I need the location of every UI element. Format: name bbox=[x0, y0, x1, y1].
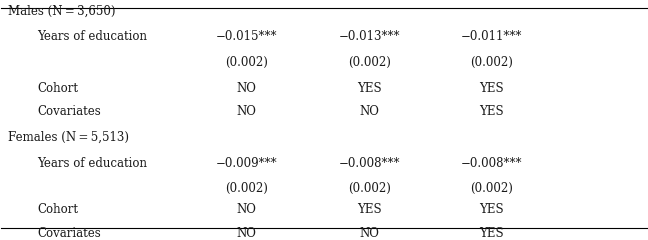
Text: −0.009***: −0.009*** bbox=[216, 156, 277, 169]
Text: (0.002): (0.002) bbox=[470, 56, 513, 69]
Text: (0.002): (0.002) bbox=[470, 182, 513, 195]
Text: Covariates: Covariates bbox=[37, 227, 100, 240]
Text: NO: NO bbox=[237, 82, 257, 95]
Text: NO: NO bbox=[359, 227, 379, 240]
Text: YES: YES bbox=[480, 227, 504, 240]
Text: YES: YES bbox=[480, 203, 504, 216]
Text: (0.002): (0.002) bbox=[348, 182, 391, 195]
Text: YES: YES bbox=[480, 82, 504, 95]
Text: (0.002): (0.002) bbox=[348, 56, 391, 69]
Text: YES: YES bbox=[480, 105, 504, 118]
Text: (0.002): (0.002) bbox=[225, 56, 268, 69]
Text: NO: NO bbox=[237, 227, 257, 240]
Text: −0.008***: −0.008*** bbox=[338, 156, 400, 169]
Text: Cohort: Cohort bbox=[37, 203, 78, 216]
Text: Years of education: Years of education bbox=[37, 30, 147, 43]
Text: −0.013***: −0.013*** bbox=[338, 30, 400, 43]
Text: −0.011***: −0.011*** bbox=[461, 30, 522, 43]
Text: NO: NO bbox=[237, 105, 257, 118]
Text: Males (N = 3,650): Males (N = 3,650) bbox=[8, 5, 115, 18]
Text: Covariates: Covariates bbox=[37, 105, 100, 118]
Text: YES: YES bbox=[357, 82, 382, 95]
Text: NO: NO bbox=[237, 203, 257, 216]
Text: −0.008***: −0.008*** bbox=[461, 156, 522, 169]
Text: (0.002): (0.002) bbox=[225, 182, 268, 195]
Text: YES: YES bbox=[357, 203, 382, 216]
Text: Years of education: Years of education bbox=[37, 156, 147, 169]
Text: Females (N = 5,513): Females (N = 5,513) bbox=[8, 131, 129, 144]
Text: NO: NO bbox=[359, 105, 379, 118]
Text: Cohort: Cohort bbox=[37, 82, 78, 95]
Text: −0.015***: −0.015*** bbox=[216, 30, 277, 43]
